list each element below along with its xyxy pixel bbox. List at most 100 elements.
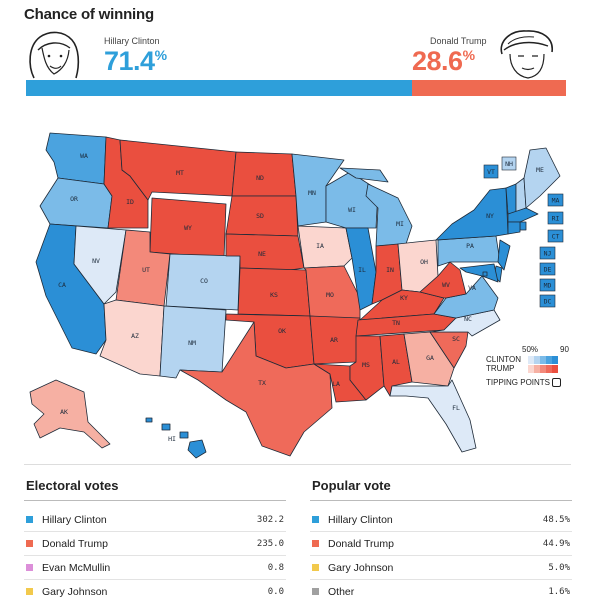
state-label-ga: GA — [426, 354, 434, 362]
state-box-ma[interactable] — [547, 193, 564, 207]
legend-tipping-points: TIPPING POINTS — [486, 378, 562, 387]
state-label-la: LA — [332, 380, 340, 388]
state-box-dc[interactable] — [539, 294, 556, 308]
popular-vote-table: Hillary Clinton 48.5% Donald Trump 44.9% Gar… — [310, 508, 572, 603]
state-label-ky: KY — [400, 294, 408, 302]
state-ma[interactable] — [507, 207, 539, 223]
state-label-ak: AK — [60, 408, 68, 416]
legend-clinton-step-2 — [534, 356, 540, 364]
electoral-votes-rule — [24, 500, 286, 501]
state-box-de[interactable] — [539, 262, 556, 276]
state-label-in: IN — [386, 266, 394, 274]
legend-clinton-step-5 — [552, 356, 558, 364]
state-box-ct[interactable] — [547, 229, 564, 243]
state-label-va: VA — [468, 284, 476, 292]
legend-trump-scale — [528, 365, 558, 373]
state-nv[interactable] — [73, 225, 127, 305]
state-label-id: ID — [126, 198, 134, 206]
state-vt[interactable] — [505, 183, 517, 215]
state-label-nc: NC — [464, 315, 472, 323]
state-label-ar: AR — [330, 336, 338, 344]
clinton-probability-segment — [26, 80, 412, 96]
state-label-mo: MO — [326, 291, 334, 299]
popular-vote-rule — [310, 500, 572, 501]
electoral-votes-swatch — [26, 516, 33, 523]
popular-vote-value: 1.6% — [548, 586, 570, 597]
state-box-vt[interactable] — [483, 164, 499, 179]
chart-title: Chance of winning — [24, 6, 154, 23]
electoral-votes-swatch — [26, 564, 33, 571]
popular-vote-value: 5.0% — [548, 562, 570, 573]
legend-clinton-step-4 — [546, 356, 552, 364]
legend-trump-step-4 — [546, 365, 552, 373]
state-label-oh: OH — [420, 258, 428, 266]
legend-clinton-scale — [528, 356, 558, 364]
popular-vote-candidate-name: Gary Johnson — [328, 561, 394, 574]
state-box-nj[interactable] — [539, 246, 556, 260]
state-ri[interactable] — [519, 221, 527, 231]
trump-name: Donald Trump — [430, 36, 487, 46]
popular-vote-row: Other 1.6% — [310, 580, 572, 603]
state-ak[interactable] — [29, 379, 111, 449]
trump-probability-segment — [411, 80, 566, 96]
popular-vote-title: Popular vote — [312, 478, 391, 493]
state-label-ks: KS — [270, 291, 278, 299]
popular-vote-candidate-name: Other — [328, 585, 355, 598]
state-label-vt: VT — [487, 168, 495, 176]
state-label-wv: WV — [442, 281, 450, 289]
legend-trump-step-3 — [540, 365, 546, 373]
state-ny[interactable] — [435, 187, 509, 241]
popular-vote-swatch — [312, 516, 319, 523]
popular-vote-value: 44.9% — [542, 538, 570, 549]
electoral-votes-table: Hillary Clinton 302.2 Donald Trump 235.0 Eva… — [24, 508, 286, 603]
state-label-il: IL — [358, 266, 366, 274]
electoral-votes-title: Electoral votes — [26, 478, 119, 493]
legend-trump-step-1 — [528, 365, 534, 373]
section-divider — [24, 464, 571, 465]
legend-trump-label: TRUMP — [486, 364, 515, 373]
state-label-al: AL — [392, 358, 400, 366]
popular-vote-row: Donald Trump 44.9% — [310, 532, 572, 556]
state-box-ri[interactable] — [547, 211, 564, 225]
tipping-point-swatch — [552, 378, 562, 387]
state-label-de: DE — [544, 265, 552, 273]
state-label-mi: MI — [396, 220, 404, 228]
state-label-nv: NV — [92, 257, 100, 265]
legend-clinton-step-3 — [540, 356, 546, 364]
state-label-tx: TX — [258, 379, 266, 387]
state-label-ut: UT — [142, 266, 150, 274]
electoral-votes-row: Hillary Clinton 302.2 — [24, 508, 286, 532]
popular-vote-row: Hillary Clinton 48.5% — [310, 508, 572, 532]
legend-trump-step-2 — [534, 365, 540, 373]
state-fl[interactable] — [389, 379, 477, 453]
state-tx[interactable] — [179, 321, 333, 457]
popular-vote-swatch — [312, 564, 319, 571]
state-label-hi: HI — [168, 435, 176, 443]
state-pa[interactable] — [437, 235, 501, 267]
state-ga[interactable] — [403, 331, 455, 387]
state-box-md[interactable] — [539, 278, 556, 292]
electoral-votes-value: 235.0 — [256, 538, 284, 549]
state-label-pa: PA — [466, 242, 474, 250]
state-ct[interactable] — [507, 221, 521, 235]
state-nj[interactable] — [497, 239, 511, 271]
state-wv[interactable] — [419, 261, 467, 299]
state-md[interactable] — [459, 263, 499, 283]
state-ia[interactable] — [297, 225, 353, 269]
electoral-votes-value: 302.2 — [256, 514, 284, 525]
state-dc[interactable] — [482, 271, 488, 277]
state-or[interactable] — [39, 177, 113, 229]
legend-scale-labels: 50% 90 — [522, 345, 569, 354]
popular-vote-candidate-name: Donald Trump — [328, 537, 394, 550]
electoral-votes-swatch — [26, 540, 33, 547]
state-label-wy: WY — [184, 224, 192, 232]
state-label-ri: RI — [552, 214, 560, 222]
popular-vote-swatch — [312, 588, 319, 595]
state-wa[interactable] — [45, 132, 107, 185]
electoral-votes-row: Evan McMullin 0.8 — [24, 556, 286, 580]
state-nd[interactable] — [231, 151, 297, 197]
state-box-nh[interactable] — [501, 156, 517, 171]
state-label-nh: NH — [505, 160, 513, 168]
state-label-dc: DC — [544, 297, 552, 305]
state-hi[interactable] — [145, 417, 207, 459]
